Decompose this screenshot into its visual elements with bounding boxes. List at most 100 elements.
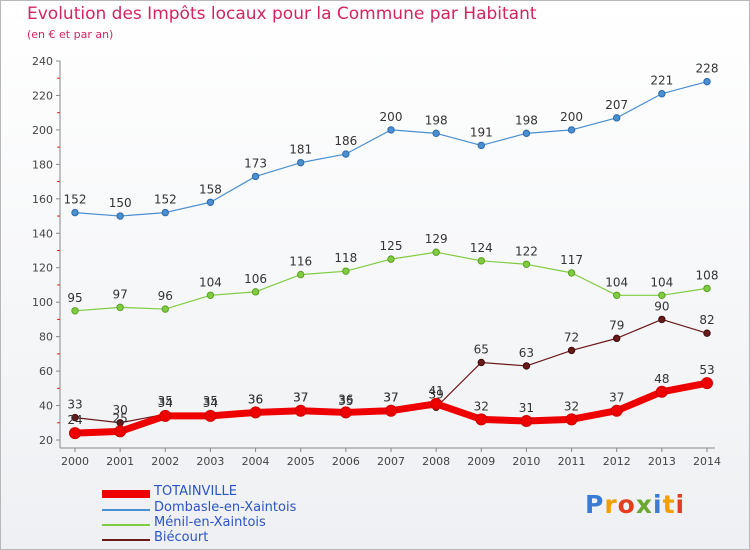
- data-label-biecourt: 35: [338, 394, 353, 408]
- data-point-menil: [432, 248, 440, 256]
- data-point-biecourt: [567, 346, 576, 355]
- x-tick-label: 2009: [467, 455, 495, 468]
- data-label-totainville: 32: [474, 399, 489, 413]
- data-label-totainville: 25: [113, 411, 128, 425]
- data-point-dombasle: [658, 90, 666, 98]
- logo-letter: i: [675, 490, 686, 519]
- data-point-menil: [342, 267, 350, 275]
- x-tick-label: 2011: [558, 455, 586, 468]
- data-point-totainville: [294, 404, 307, 417]
- x-tick-label: 2012: [603, 455, 631, 468]
- data-label-menil: 104: [650, 275, 673, 289]
- data-point-menil: [658, 291, 666, 299]
- data-point-dombasle: [116, 212, 124, 220]
- y-tick-label: 120: [32, 262, 53, 275]
- x-tick-label: 2002: [151, 455, 179, 468]
- data-point-dombasle: [251, 172, 260, 181]
- data-label-biecourt: 39: [429, 387, 444, 401]
- logo-letter: P: [585, 490, 605, 519]
- data-label-menil: 116: [289, 255, 312, 269]
- data-point-biecourt: [703, 329, 711, 337]
- data-label-totainville: 32: [564, 399, 579, 413]
- x-tick-label: 2007: [377, 455, 405, 468]
- legend-label-dombasle: Dombasle-en-Xaintois: [154, 500, 297, 515]
- data-label-menil: 104: [605, 275, 628, 289]
- data-point-totainville: [114, 425, 127, 438]
- data-label-totainville: 36: [338, 392, 353, 406]
- data-point-menil: [522, 260, 531, 268]
- data-point-dombasle: [342, 150, 350, 158]
- data-label-totainville: 34: [203, 396, 218, 410]
- x-tick-label: 2003: [196, 455, 224, 468]
- data-label-totainville: 37: [609, 391, 624, 405]
- data-point-totainville: [520, 415, 533, 428]
- data-label-menil: 129: [425, 232, 448, 246]
- data-label-biecourt: 37: [293, 391, 308, 405]
- x-tick-label: 2014: [693, 455, 721, 468]
- data-label-totainville: 48: [654, 372, 669, 386]
- data-point-totainville: [655, 385, 668, 398]
- data-point-biecourt: [477, 358, 485, 367]
- data-point-menil: [567, 269, 576, 277]
- data-label-totainville: 24: [67, 413, 82, 427]
- y-tick-label: 20: [39, 434, 53, 447]
- data-point-menil: [477, 257, 485, 265]
- data-label-dombasle: 150: [109, 196, 132, 210]
- data-label-dombasle: 181: [289, 143, 312, 157]
- data-point-dombasle: [703, 77, 711, 86]
- data-label-biecourt: 65: [474, 342, 489, 356]
- proxiti-logo: Proxiti: [585, 490, 685, 519]
- data-label-dombasle: 191: [470, 125, 493, 139]
- data-label-menil: 104: [199, 275, 222, 289]
- data-label-menil: 96: [158, 289, 173, 303]
- data-point-totainville: [430, 397, 443, 410]
- y-tick-label: 60: [39, 365, 53, 378]
- data-point-biecourt: [613, 334, 621, 343]
- data-point-biecourt: [71, 413, 79, 422]
- data-label-menil: 117: [560, 253, 583, 267]
- data-point-dombasle: [477, 141, 485, 150]
- data-label-biecourt: 36: [248, 392, 263, 406]
- data-label-biecourt: 79: [609, 318, 624, 332]
- data-point-dombasle: [567, 126, 576, 134]
- x-tick-label: 2001: [106, 455, 134, 468]
- y-tick-label: 140: [32, 227, 53, 240]
- legend-label-totainville: TOTAINVILLE: [154, 484, 237, 499]
- data-label-dombasle: 198: [515, 113, 538, 127]
- data-label-dombasle: 200: [380, 110, 403, 124]
- data-point-totainville: [565, 413, 578, 426]
- data-label-totainville: 53: [699, 363, 714, 377]
- data-point-dombasle: [206, 198, 215, 206]
- data-label-biecourt: 72: [564, 330, 579, 344]
- data-label-menil: 108: [696, 268, 719, 282]
- data-point-menil: [251, 288, 260, 296]
- data-label-dombasle: 158: [199, 182, 222, 196]
- legend-label-menil: Ménil-en-Xaintois: [154, 515, 266, 530]
- data-point-totainville: [249, 406, 262, 419]
- y-tick-label: 240: [32, 55, 53, 68]
- data-label-biecourt: 35: [158, 394, 173, 408]
- data-label-menil: 122: [515, 244, 538, 258]
- data-point-dombasle: [613, 114, 621, 122]
- x-tick-label: 2004: [242, 455, 270, 468]
- data-label-totainville: 31: [519, 401, 534, 415]
- data-point-totainville: [339, 406, 352, 419]
- data-label-dombasle: 228: [696, 62, 719, 76]
- chart-title: Evolution des Impôts locaux pour la Comm…: [27, 4, 537, 24]
- x-tick-label: 2005: [287, 455, 315, 468]
- data-point-totainville: [701, 377, 713, 390]
- legend-swatch-totainville: [102, 490, 150, 498]
- data-label-dombasle: 207: [605, 98, 628, 112]
- y-tick-label: 180: [32, 158, 53, 171]
- data-label-totainville: 37: [293, 391, 308, 405]
- data-point-biecourt: [658, 315, 666, 324]
- data-label-biecourt: 35: [203, 394, 218, 408]
- legend-label-biecourt: Biécourt: [154, 530, 209, 545]
- x-tick-label: 2013: [648, 455, 676, 468]
- x-tick-label: 2006: [332, 455, 360, 468]
- data-label-totainville: 41: [429, 384, 444, 398]
- data-label-dombasle: 152: [154, 193, 177, 207]
- data-point-dombasle: [297, 158, 305, 167]
- data-point-totainville: [69, 427, 81, 440]
